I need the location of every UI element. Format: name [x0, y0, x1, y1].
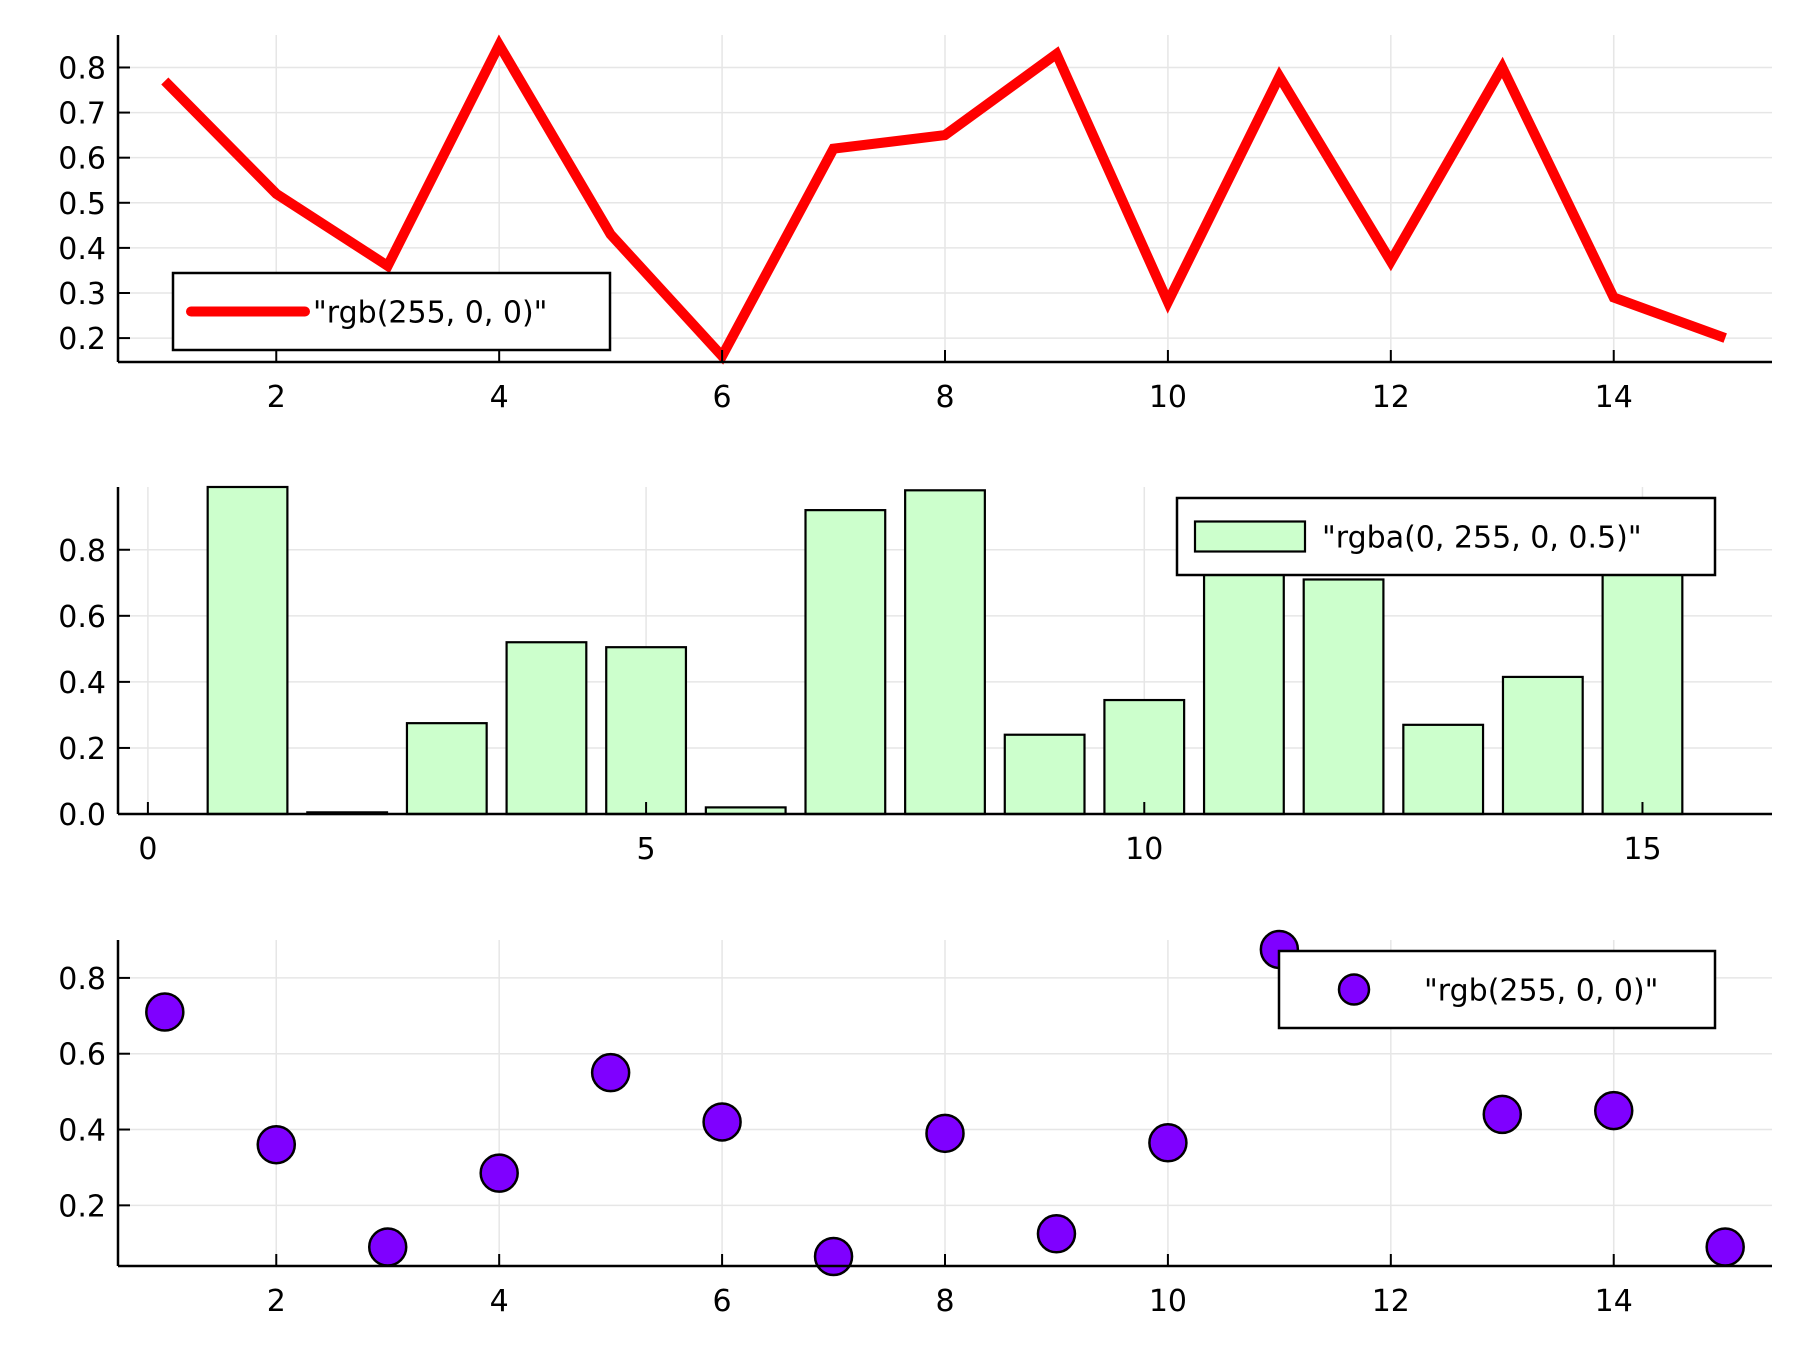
scatter-point	[590, 1052, 631, 1093]
y-tick-label: 0.8	[58, 962, 106, 997]
bar	[505, 641, 588, 816]
bar	[1103, 698, 1186, 816]
x-tick-label: 2	[267, 380, 286, 415]
x-tick-label: 4	[490, 380, 509, 415]
x-tick-label: 15	[1623, 832, 1661, 867]
bar	[904, 489, 986, 816]
y-tick-label: 0.7	[58, 97, 106, 132]
scatter-point	[145, 992, 185, 1032]
legend-label: "rgb(255, 0, 0)"	[313, 296, 547, 331]
scatter-point	[1148, 1123, 1188, 1163]
bar	[405, 722, 488, 816]
bar	[1402, 723, 1485, 816]
scatter-point	[1482, 1094, 1523, 1135]
y-tick-label: 0.6	[58, 1038, 106, 1073]
y-tick-label: 0.6	[58, 600, 106, 635]
x-tick-label: 6	[713, 380, 732, 415]
legend: "rgb(255, 0, 0)"	[171, 271, 612, 352]
bar	[206, 485, 289, 816]
bar	[1501, 675, 1584, 816]
x-tick-label: 8	[935, 380, 954, 415]
legend-label: "rgba(0, 255, 0, 0.5)"	[1322, 521, 1642, 556]
y-tick-label: 0.3	[58, 277, 106, 312]
scatter-point	[1593, 1090, 1634, 1131]
x-tick-label: 14	[1595, 1284, 1633, 1319]
scatter-point	[1705, 1227, 1745, 1267]
bar	[1302, 578, 1385, 816]
scatter-point	[256, 1124, 297, 1165]
bar	[804, 509, 887, 816]
scatter-point	[367, 1227, 408, 1267]
bar-chart-panel: 0 5 10 15 0.0 0.2 0.4 0.6 0.8 "rgba(0, 255, 0, 0.…	[58, 485, 1772, 867]
bar	[1202, 535, 1285, 816]
y-tick-label: 0.4	[58, 666, 106, 701]
scatter-point	[479, 1153, 519, 1193]
x-tick-label: 12	[1372, 380, 1410, 415]
scatter-point	[813, 1236, 854, 1277]
x-tick-label: 14	[1595, 380, 1633, 415]
y-tick-label: 0.8	[58, 534, 106, 569]
y-tick-label: 0.8	[58, 51, 106, 86]
legend: "rgba(0, 255, 0, 0.5)"	[1175, 496, 1717, 577]
y-tick-label: 0.4	[58, 232, 106, 267]
y-tick-label: 0.6	[58, 142, 106, 177]
x-tick-label: 2	[267, 1284, 286, 1319]
y-tick-label: 0.4	[58, 1114, 106, 1149]
y-tick-label: 0.0	[58, 798, 106, 833]
x-tick-label: 6	[713, 1284, 732, 1319]
x-tick-label: 12	[1372, 1284, 1410, 1319]
scatter-point	[925, 1113, 965, 1154]
line-chart-panel: 2 4 6 8 10 12 14 0.2 0.3 0.4 0.5 0.6 0.7 0.8 "rgb(255,…	[58, 34, 1772, 415]
bar	[1601, 555, 1684, 816]
y-tick-label: 0.2	[58, 322, 106, 357]
scatter-chart-panel: 2 4 6 8 10 12 14 0.2 0.4 0.6 0.8 "rgb(255, 0, 0)"	[58, 929, 1772, 1319]
scatter-point	[1036, 1214, 1077, 1254]
x-tick-label: 0	[138, 832, 157, 867]
x-tick-label: 5	[637, 832, 656, 867]
series-line	[161, 34, 1727, 365]
bar	[1003, 733, 1086, 816]
x-tick-label: 10	[1125, 832, 1163, 867]
legend-marker-swatch	[1337, 973, 1371, 1006]
bar	[605, 646, 688, 816]
legend: "rgb(255, 0, 0)"	[1277, 949, 1717, 1030]
scatter-point	[702, 1102, 742, 1142]
legend-bar-swatch	[1193, 520, 1307, 553]
legend-label: "rgb(255, 0, 0)"	[1424, 974, 1658, 1009]
x-tick-label: 4	[490, 1284, 509, 1319]
y-tick-label: 0.5	[58, 187, 106, 222]
x-tick-label: 8	[935, 1284, 954, 1319]
y-tick-label: 0.2	[58, 1189, 106, 1224]
x-tick-label: 10	[1149, 380, 1187, 415]
x-tick-label: 10	[1149, 1284, 1187, 1319]
y-tick-label: 0.2	[58, 732, 106, 767]
